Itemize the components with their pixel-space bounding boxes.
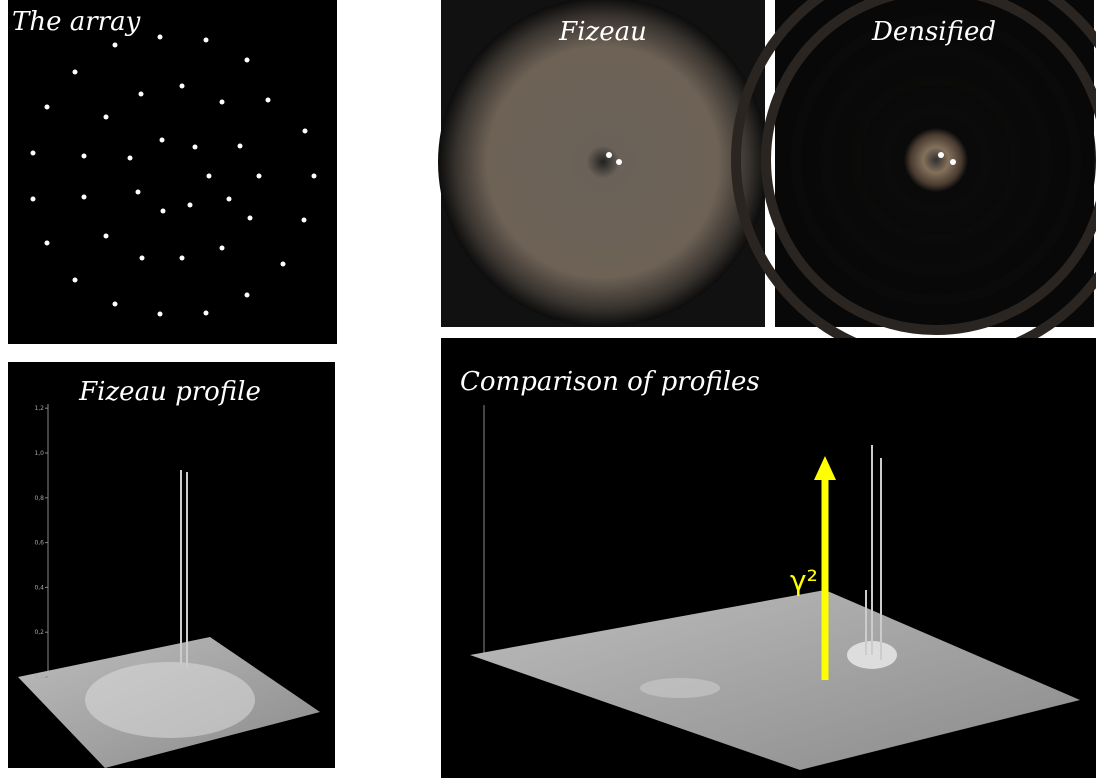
array-dot <box>113 302 118 307</box>
array-dot <box>220 100 225 105</box>
array-panel <box>8 0 337 344</box>
array-dot <box>204 38 209 43</box>
densified-peak <box>938 152 944 158</box>
array-dot <box>82 195 87 200</box>
array-dot <box>245 293 250 298</box>
y-tick-label: 0,8 <box>34 495 44 502</box>
array-dot <box>158 35 163 40</box>
gamma-label: γ² <box>790 564 818 597</box>
array-dot <box>180 256 185 261</box>
array-dot <box>128 156 133 161</box>
canvas: The array Fizeau Densified 0,0 0,2 0,4 0,6 0… <box>0 0 1096 778</box>
array-dot <box>180 84 185 89</box>
array-dot <box>136 190 141 195</box>
fizeau-title: Fizeau <box>558 17 647 47</box>
array-dot <box>73 70 78 75</box>
array-dot <box>266 98 271 103</box>
array-dot <box>82 154 87 159</box>
array-dot <box>160 138 165 143</box>
comparison-title: Comparison of profiles <box>460 367 760 397</box>
array-dot <box>312 174 317 179</box>
y-tick-label: 0,0 <box>34 674 44 681</box>
array-dot <box>238 144 243 149</box>
fizeau-psf <box>438 0 768 327</box>
array-dot <box>245 58 250 63</box>
array-dot <box>220 246 225 251</box>
array-dot <box>104 234 109 239</box>
array-dot <box>45 241 50 246</box>
array-dot <box>227 197 232 202</box>
array-dot <box>161 209 166 214</box>
array-dot <box>140 256 145 261</box>
y-tick-label: 1,0 <box>34 450 44 457</box>
array-dot <box>73 278 78 283</box>
y-tick-label: 0,4 <box>34 584 44 591</box>
fizeau-peak <box>616 159 622 165</box>
array-dot <box>281 262 286 267</box>
densified-title: Densified <box>871 17 996 47</box>
array-dot <box>31 151 36 156</box>
array-dot <box>139 92 144 97</box>
y-tick-label: 0,6 <box>34 540 44 547</box>
array-dot <box>104 115 109 120</box>
y-tick-label: 0,2 <box>34 629 44 636</box>
slide: The array Fizeau Densified 0,0 0,2 0,4 0,6 0… <box>0 0 1096 778</box>
array-dot <box>193 145 198 150</box>
profile-noise <box>85 662 255 738</box>
array-dot <box>257 174 262 179</box>
array-dot <box>204 311 209 316</box>
densified-psf <box>776 0 1096 320</box>
array-dot <box>302 218 307 223</box>
array-title: The array <box>12 7 141 37</box>
y-tick-label: 1,2 <box>34 405 44 412</box>
comparison-noise <box>640 678 720 698</box>
array-dot <box>303 129 308 134</box>
array-dot <box>207 174 212 179</box>
fizeau-peak <box>606 152 612 158</box>
array-dot <box>45 105 50 110</box>
array-dot <box>158 312 163 317</box>
fizeau-profile-title: Fizeau profile <box>78 377 261 407</box>
array-dot <box>248 216 253 221</box>
array-dot <box>31 197 36 202</box>
array-dot <box>113 43 118 48</box>
densified-peak <box>950 159 956 165</box>
array-dot <box>188 203 193 208</box>
